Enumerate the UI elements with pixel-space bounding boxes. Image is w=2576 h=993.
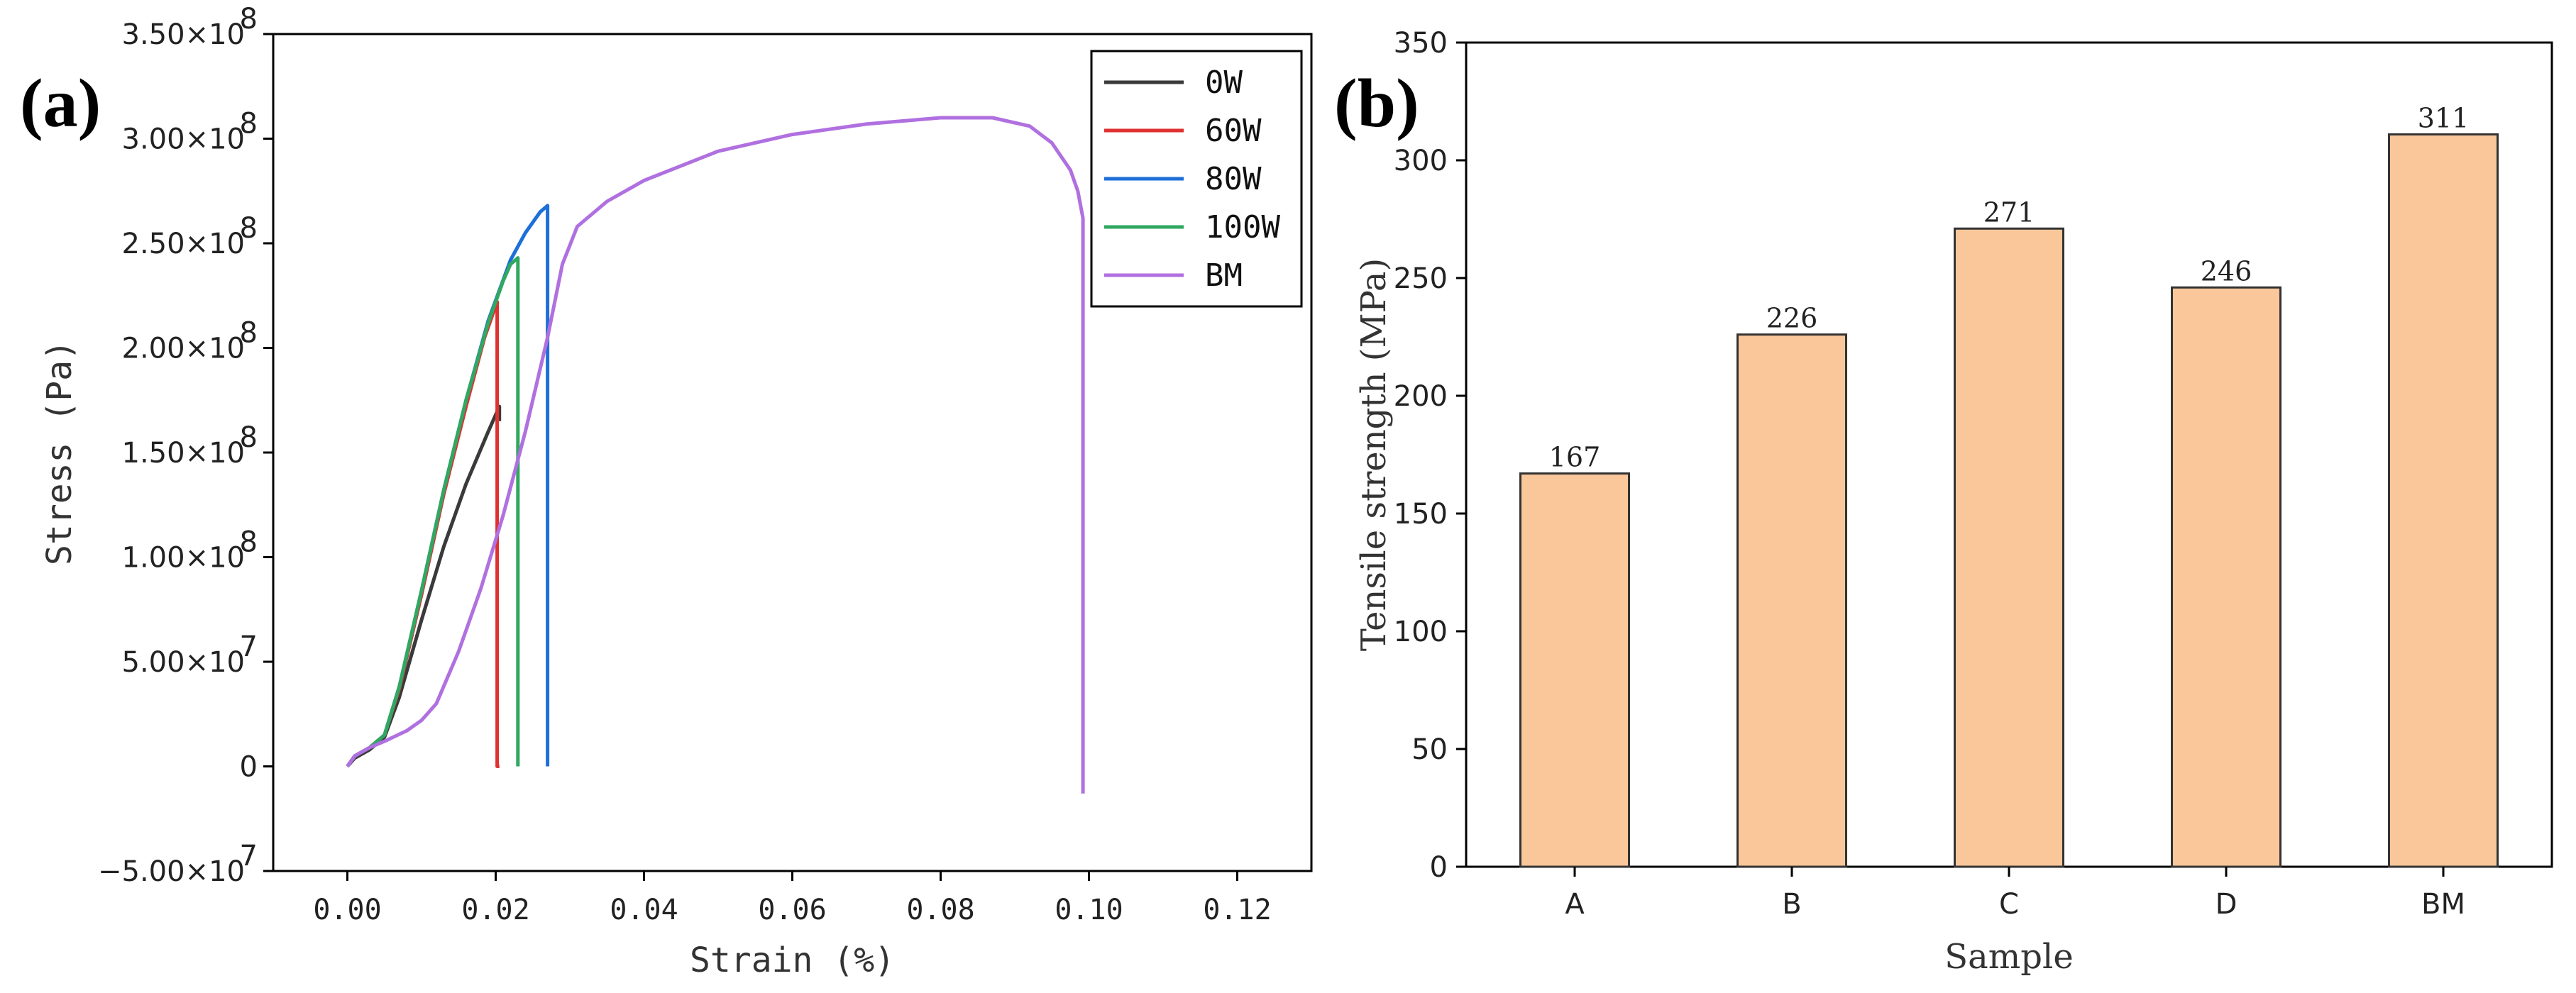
- bar-a: [1519, 472, 1630, 868]
- bar-value-label-c: 271: [1983, 196, 2035, 228]
- legend-label-60w: 60W: [1205, 113, 1262, 149]
- x-tick-label-a: 0.10: [1055, 894, 1123, 926]
- tensile-strength-chart: 0 50 100 150 200 250 300 350 167 A 226 B 271 C 246 D 31…: [1354, 27, 2553, 977]
- y-axis-title-a: Stress (Pa): [40, 340, 79, 565]
- series-lines-a: [346, 116, 1085, 794]
- category-label-c: C: [1999, 888, 2019, 921]
- category-label-bm: BM: [2421, 888, 2465, 921]
- bar-value-label-a: 167: [1549, 442, 1601, 473]
- y-tick-label-b: 0: [1430, 851, 1448, 884]
- category-label-b: B: [1782, 888, 1801, 921]
- x-tick-label-a: 0.04: [610, 894, 678, 926]
- y-tick-label-a: 0: [240, 751, 258, 784]
- panel-label-b: (b): [1334, 65, 1419, 142]
- bar-d: [2171, 286, 2281, 868]
- y-tick-exponent-a: 8: [240, 108, 258, 140]
- x-axis-title-b: Sample: [1944, 937, 2074, 977]
- series-line-0w: [346, 404, 502, 768]
- legend-label-100w: 100W: [1205, 209, 1280, 245]
- series-line-100w: [346, 256, 520, 767]
- y-tick-exponent-a: 8: [240, 421, 258, 454]
- x-axis-ticks-a: 0.00 0.02 0.04 0.06 0.08 0.10 0.12: [313, 871, 1272, 926]
- legend-label-0w: 0W: [1205, 65, 1243, 101]
- y-axis-title-b: Tensile strength (MPa): [1354, 258, 1394, 651]
- panel-label-a: (a): [20, 65, 101, 142]
- y-tick-exponent-a: 8: [240, 317, 258, 350]
- y-tick-label-b: 250: [1394, 262, 1448, 295]
- bars-b: 167 A 226 B 271 C 246 D 311 BM: [1519, 102, 2499, 921]
- y-tick-label-a: 5.00×10: [122, 646, 245, 679]
- y-tick-label-b: 100: [1394, 616, 1448, 648]
- series-line-60w: [346, 300, 500, 768]
- y-tick-exponent-a: 8: [240, 526, 258, 559]
- category-label-d: D: [2216, 888, 2238, 921]
- y-tick-exponent-a: 7: [240, 631, 258, 663]
- y-tick-label-a: 1.00×10: [122, 542, 245, 575]
- bar-bm: [2388, 133, 2499, 868]
- bar-c: [1954, 227, 2064, 868]
- x-tick-label-a: 0.06: [758, 894, 826, 926]
- y-tick-label-b: 300: [1394, 145, 1448, 177]
- y-tick-exponent-a: 8: [240, 212, 258, 245]
- y-tick-label-a: 2.00×10: [122, 333, 245, 365]
- bar-value-label-bm: 311: [2418, 102, 2470, 133]
- y-tick-exponent-a: 8: [240, 3, 258, 35]
- y-tick-label-b: 200: [1394, 380, 1448, 413]
- legend-label-bm: BM: [1205, 257, 1243, 294]
- x-tick-label-a: 0.00: [313, 894, 381, 926]
- x-tick-label-a: 0.08: [906, 894, 974, 926]
- y-tick-label-a: 1.50×10: [122, 437, 245, 470]
- x-tick-label-a: 0.02: [461, 894, 529, 926]
- stress-strain-chart: 0.00 0.02 0.04 0.06 0.08 0.10 0.12 7−5.00×1007…: [40, 3, 1313, 980]
- y-tick-label-b: 350: [1394, 27, 1448, 60]
- x-axis-title-a: Strain (%): [690, 941, 895, 980]
- bar-value-label-b: 226: [1766, 303, 1818, 334]
- y-tick-exponent-a: 7: [240, 840, 258, 872]
- legend-label-80w: 80W: [1205, 161, 1262, 197]
- y-tick-label-a: −5.00×10: [98, 855, 245, 888]
- y-axis-ticks-b: 0 50 100 150 200 250 300 350: [1394, 27, 1466, 884]
- bar-b: [1736, 333, 1847, 868]
- legend-a: 0W 60W 80W 100W BM: [1090, 50, 1303, 308]
- y-tick-label-a: 3.50×10: [122, 18, 245, 51]
- x-tick-label-a: 0.12: [1203, 894, 1271, 926]
- y-tick-label-a: 3.00×10: [122, 123, 245, 156]
- series-line-bm: [346, 116, 1085, 794]
- y-axis-ticks-a: 7−5.00×10075.00×1081.00×1081.50×1082.00×…: [98, 3, 273, 888]
- y-tick-label-b: 150: [1394, 498, 1448, 531]
- category-label-a: A: [1565, 888, 1585, 921]
- y-tick-label-b: 50: [1411, 733, 1448, 766]
- y-tick-label-a: 2.50×10: [122, 228, 245, 260]
- bar-value-label-d: 246: [2201, 255, 2252, 287]
